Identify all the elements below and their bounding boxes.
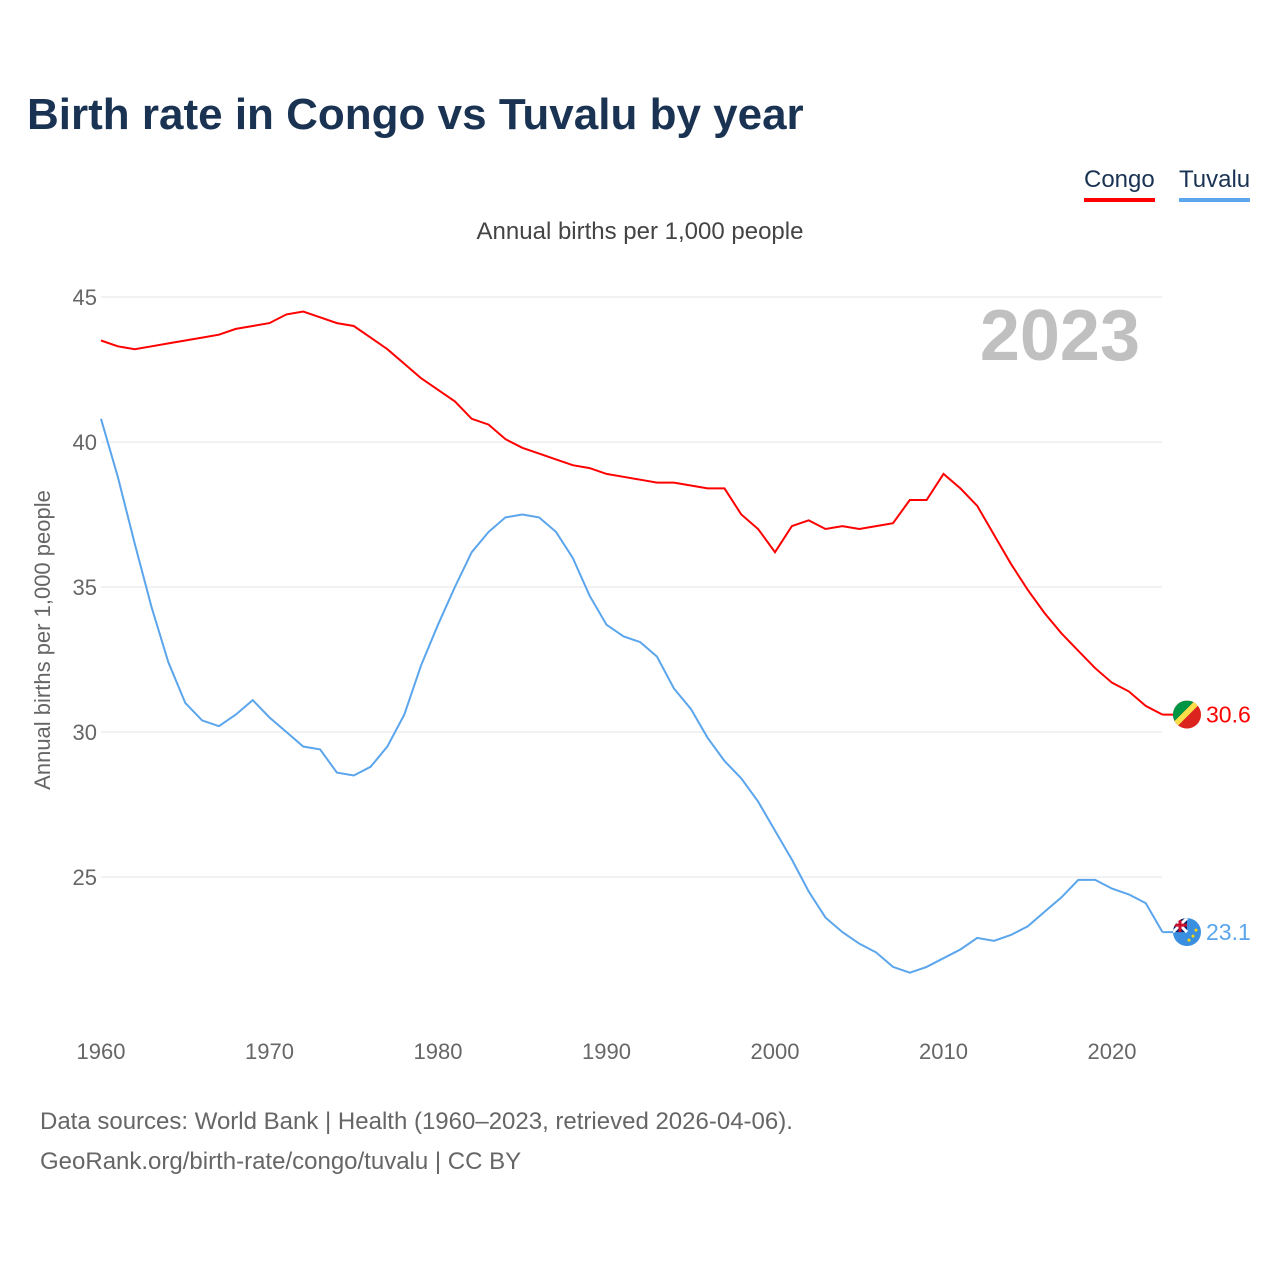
series-line-congo xyxy=(100,310,1163,716)
x-tick-label: 1980 xyxy=(414,1039,463,1064)
chart-subtitle: Annual births per 1,000 people xyxy=(476,218,804,245)
y-axis-label: Annual births per 1,000 people xyxy=(30,490,55,790)
y-tick-label: 35 xyxy=(73,575,97,600)
y-tick-label: 30 xyxy=(73,720,97,745)
x-tick-label: 1990 xyxy=(582,1039,631,1064)
end-value-label-tuvalu: 23.1 xyxy=(1206,919,1251,945)
source-line-1: Data sources: World Bank | Health (1960–… xyxy=(40,1108,793,1135)
congo-flag-icon xyxy=(1173,700,1201,729)
x-tick-label: 1960 xyxy=(77,1039,126,1064)
y-tick-label: 25 xyxy=(73,865,97,890)
legend-congo[interactable]: Congo xyxy=(1084,166,1155,202)
x-tick-label: 1970 xyxy=(245,1039,294,1064)
y-tick-label: 45 xyxy=(73,285,97,310)
y-tick-label: 40 xyxy=(73,430,97,455)
x-tick-label: 2010 xyxy=(919,1039,968,1064)
year-watermark: 2023 xyxy=(980,296,1140,376)
series-line-tuvalu xyxy=(100,418,1164,974)
source-line-2: GeoRank.org/birth-rate/congo/tuvalu | CC… xyxy=(40,1148,522,1175)
x-tick-label: 2020 xyxy=(1088,1039,1137,1064)
legend-tuvalu[interactable]: Tuvalu xyxy=(1179,166,1251,202)
x-tick-label: 2000 xyxy=(751,1039,800,1064)
end-value-label-congo: 30.6 xyxy=(1206,702,1251,728)
chart-title: Birth rate in Congo vs Tuvalu by year xyxy=(27,90,804,139)
tuvalu-flag-icon xyxy=(1173,918,1201,947)
